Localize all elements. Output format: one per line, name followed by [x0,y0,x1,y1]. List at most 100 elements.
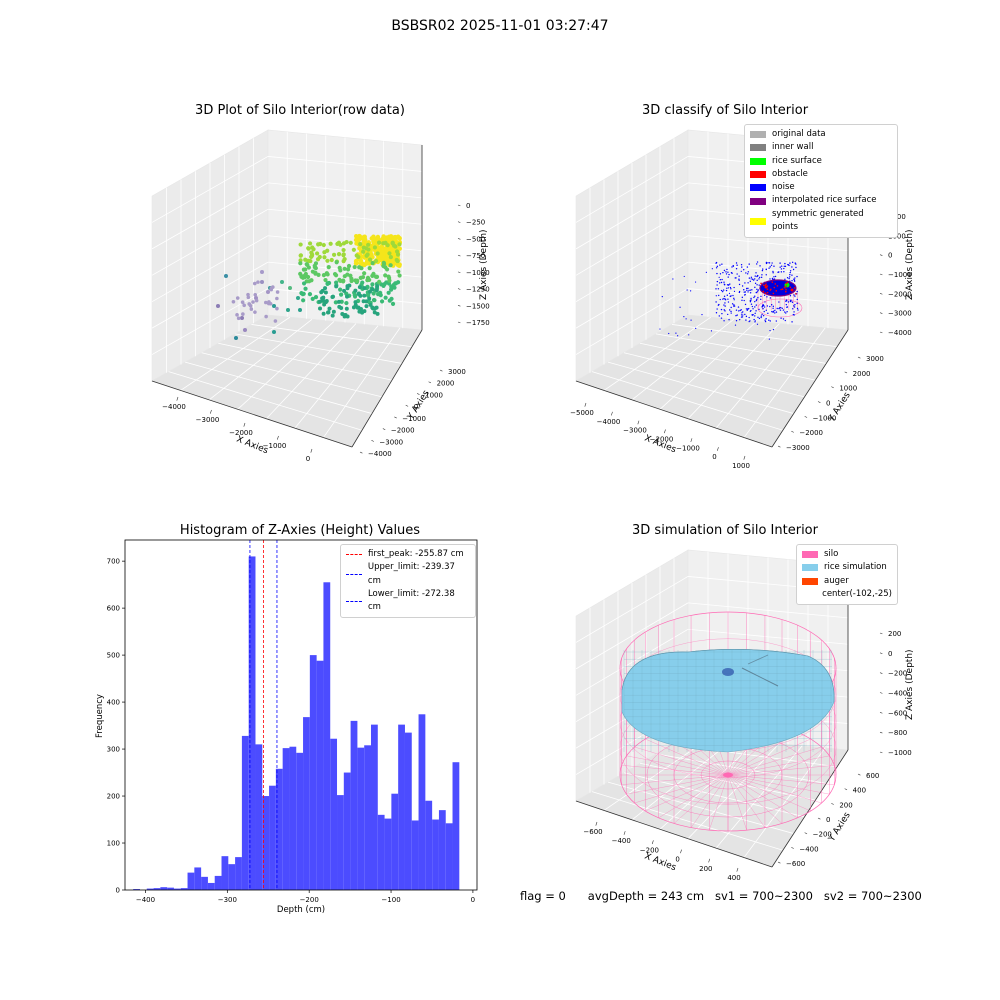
noise-point [741,312,743,314]
point [371,306,376,311]
obstacle-point [765,283,767,285]
noise-point [769,320,771,322]
original-data-swatch [750,131,766,139]
grid-line [234,333,403,364]
noise-point [748,289,750,291]
point [384,267,390,272]
tick-mark [457,238,461,240]
point [368,289,373,294]
noise-point [729,286,732,289]
noise-point [758,278,760,280]
point [388,234,394,239]
noise-point [715,312,718,314]
point [371,271,376,277]
point [389,287,394,292]
histogram-bar [269,785,276,890]
noise-point [783,267,785,270]
point [389,247,395,253]
noise-point [769,278,771,280]
silo-center [723,772,733,778]
point [395,252,401,257]
noise-point [733,305,736,307]
histogram-bar [425,800,433,890]
tick-mark [831,386,834,389]
point [246,295,251,300]
noise-point [736,314,738,316]
grid-line [607,361,794,414]
point [260,280,264,284]
noise-point [720,281,723,284]
noise-point [769,297,772,299]
silo-floor-spoke [626,774,729,795]
tick-label: −1000 [813,414,837,422]
point [243,328,247,332]
noise-point [726,268,728,271]
noise-point [718,294,720,297]
noise-point [764,320,767,323]
point [352,293,357,298]
silo-floor-spoke [709,774,729,831]
point [321,242,326,248]
noise-point [723,281,725,283]
noise-point [748,316,750,319]
silo-floor-spoke [727,774,822,804]
legend-item-obstacle: obstacle [750,168,892,181]
tick-label: −400 [612,837,631,845]
grid-line [591,371,783,431]
noise-point [726,294,728,296]
silo-floor-spoke [727,738,811,776]
noise-point [772,307,774,309]
noise-point [742,314,744,316]
noise-point [690,290,692,292]
plot4-title: 3D simulation of Silo Interior [632,523,818,538]
x-axis-line [575,380,773,448]
tick-mark [690,438,693,443]
noise-point [744,293,746,296]
tick-mark [457,221,461,223]
point [300,275,306,280]
obstacle-point [783,286,786,288]
point [364,299,369,304]
point [260,270,264,274]
noise-point [738,278,740,280]
noise-point [779,262,781,264]
point [377,279,382,284]
rice-surface-outline [621,648,835,703]
noise-point [755,272,757,274]
noise-point [731,303,734,305]
point [240,316,244,320]
point [386,290,391,295]
obstacle-point [785,290,787,293]
plot2-points [659,261,803,340]
histogram-bar [180,888,188,890]
point [387,278,392,283]
point [362,271,367,276]
noise-point [754,300,756,303]
x-axis-line [151,380,353,448]
point [332,271,338,277]
tick-label: −1000 [466,269,490,277]
tick-mark [879,312,883,314]
x-tick-label: −100 [381,896,400,904]
noise-point [793,280,796,282]
noise-point [750,303,753,305]
noise-point [730,288,732,290]
noise-point [738,290,741,293]
tick-label: 0 [888,650,892,658]
noise-point [791,279,793,282]
tick-mark [879,273,883,276]
grid-line [575,628,689,696]
noise-point [728,273,730,276]
noise-point [754,295,756,297]
legend-item-interpolated: interpolated rice surface [750,194,892,207]
point [342,288,347,293]
histogram-bar [146,888,154,890]
grid-line [208,318,313,401]
grid-line [623,352,805,398]
tick-mark [176,396,179,401]
tick-label: −2000 [391,427,415,435]
grid-line [591,791,783,851]
tick-mark [457,271,461,274]
point [379,252,384,258]
point [356,254,361,260]
